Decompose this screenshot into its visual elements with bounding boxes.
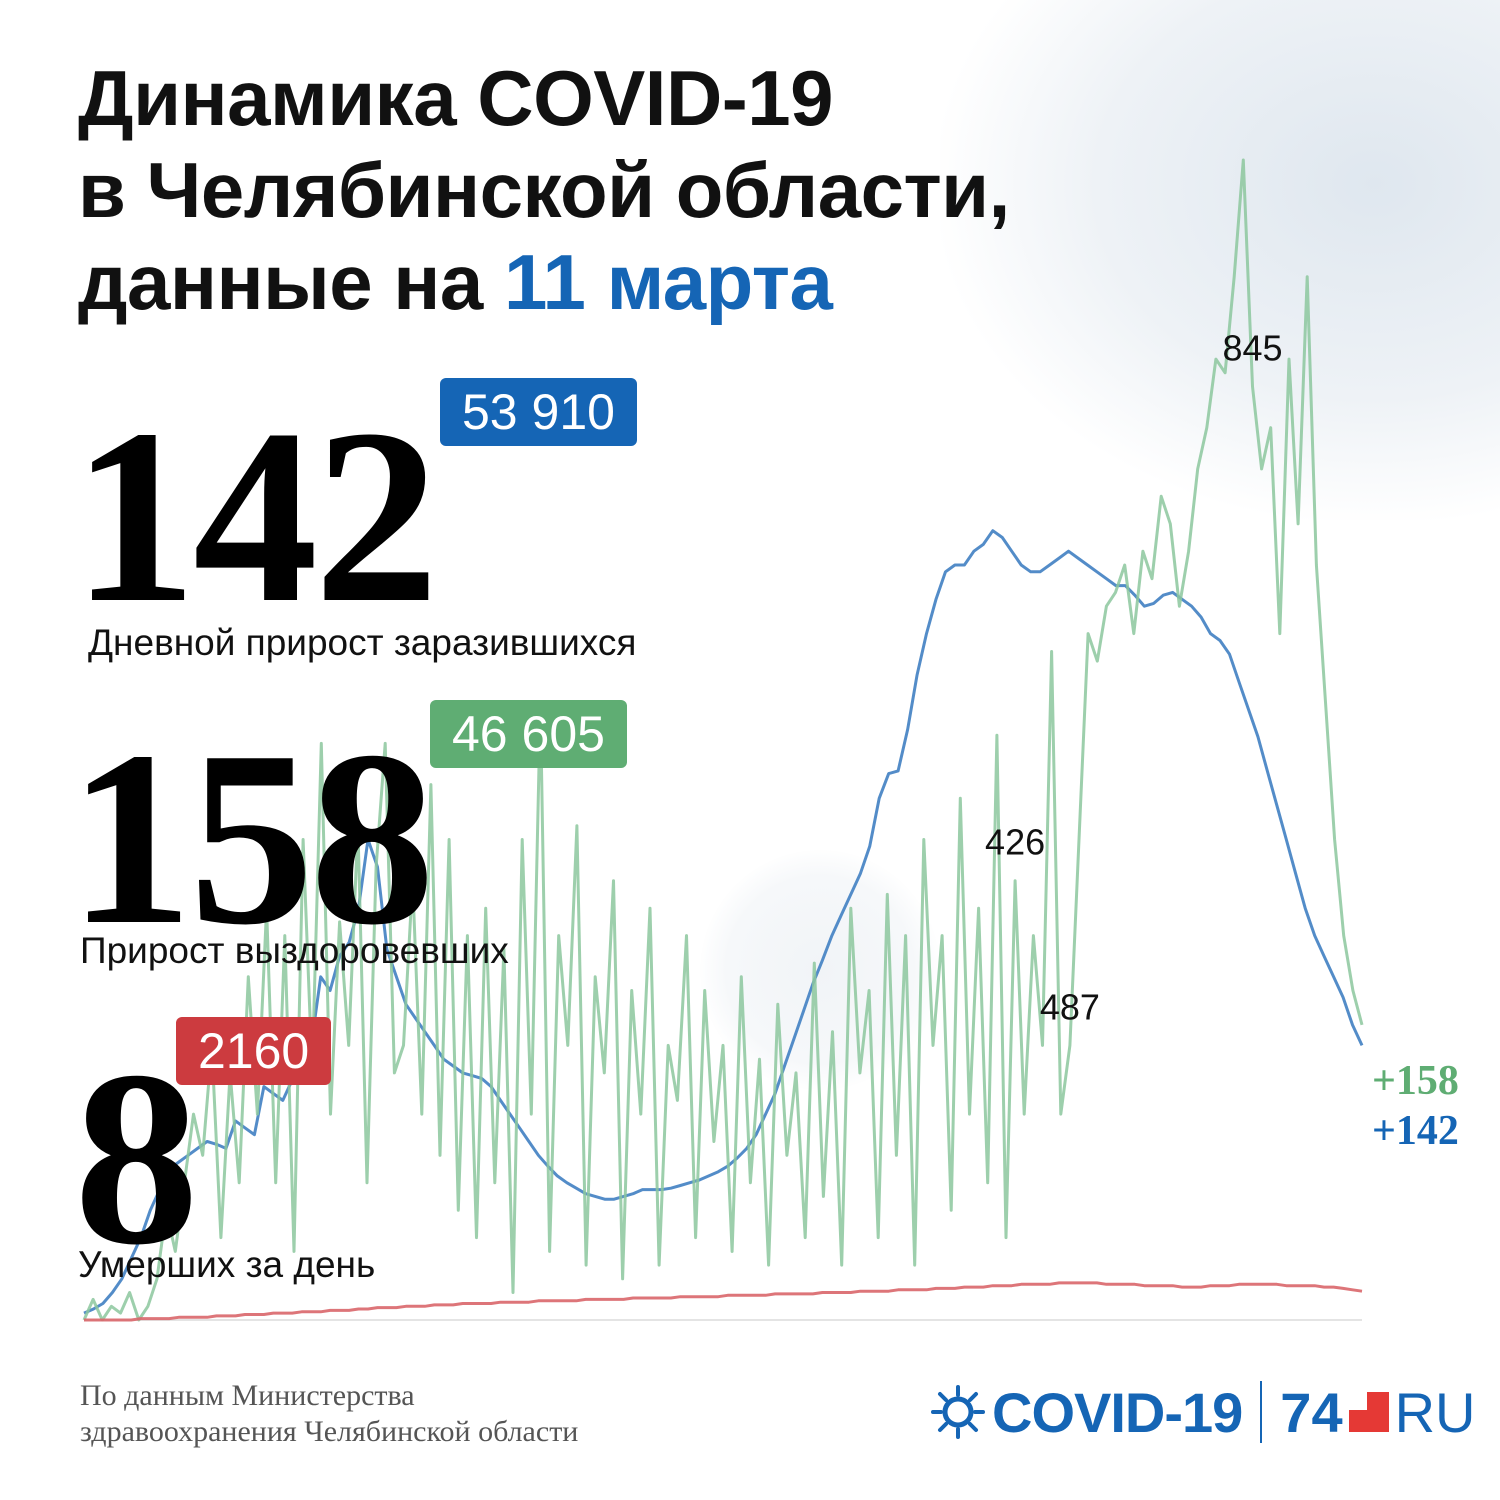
recovered-daily-value: 158 bbox=[68, 700, 435, 977]
peak-label-2: 845 bbox=[1222, 328, 1282, 369]
infected-daily-value: 142 bbox=[72, 378, 439, 655]
page-title: Динамика COVID-19 в Челябинской области,… bbox=[78, 52, 1010, 328]
peak-label-0: 426 bbox=[985, 822, 1045, 863]
source-line-2: здравоохранения Челябинской области bbox=[80, 1415, 579, 1448]
label-layer: 426 487 845 +158+142 bbox=[985, 328, 1459, 1155]
brand-logo: COVID-19 74 RU bbox=[930, 1372, 1475, 1452]
recovered-series-line bbox=[82, 158, 1364, 1322]
title-date: 11 марта bbox=[503, 238, 833, 326]
recovered-end-label: +158 bbox=[1372, 1058, 1459, 1104]
recovered-total-badge: 46 605 bbox=[430, 700, 627, 768]
peak-label-1: 487 bbox=[1040, 986, 1100, 1027]
infected-label: Дневной прирост заразившихся bbox=[88, 622, 637, 663]
deaths-total-badge: 2160 bbox=[176, 1017, 332, 1085]
source-line-1: По данным Министерства bbox=[80, 1379, 415, 1412]
brand-separator bbox=[1260, 1381, 1263, 1443]
deaths-series-line bbox=[84, 1281, 1363, 1322]
title-line-1: Динамика COVID-19 bbox=[78, 54, 834, 142]
brand-ru-text: RU bbox=[1394, 1380, 1476, 1444]
source-note: По данным Министерства здравоохранения Ч… bbox=[80, 1378, 578, 1450]
brand-covid-text: COVID-19 bbox=[992, 1380, 1243, 1444]
brand-number: 74 bbox=[1280, 1380, 1343, 1444]
infected-total-badge: 53 910 bbox=[440, 378, 637, 446]
title-line-2: в Челябинской области, bbox=[78, 146, 1010, 234]
virus-icon bbox=[931, 1385, 985, 1439]
recovered-label: Прирост выздоровевших bbox=[80, 930, 509, 971]
brand-square-mark bbox=[1348, 1392, 1389, 1432]
infected-end-label: +142 bbox=[1372, 1108, 1459, 1154]
title-line-3-prefix: данные на bbox=[78, 238, 504, 326]
deaths-label: Умерших за день bbox=[78, 1244, 376, 1285]
